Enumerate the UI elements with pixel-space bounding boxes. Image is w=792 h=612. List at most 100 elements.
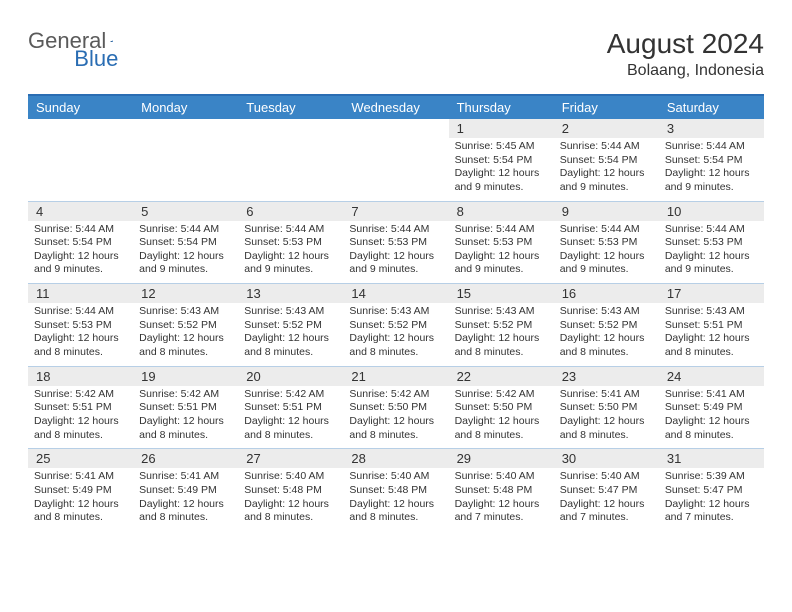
day-number-cell: 21 bbox=[343, 367, 448, 386]
day-info-cell: Sunrise: 5:44 AMSunset: 5:54 PMDaylight:… bbox=[659, 138, 764, 201]
sunrise-text: Sunrise: 5:44 AM bbox=[560, 223, 653, 237]
sunset-text: Sunset: 5:49 PM bbox=[665, 401, 758, 415]
sunset-text: Sunset: 5:51 PM bbox=[34, 401, 127, 415]
sunrise-text: Sunrise: 5:44 AM bbox=[34, 305, 127, 319]
daylight-text: Daylight: 12 hours and 9 minutes. bbox=[665, 167, 758, 194]
sunrise-text: Sunrise: 5:40 AM bbox=[455, 470, 548, 484]
daylight-text: Daylight: 12 hours and 9 minutes. bbox=[34, 250, 127, 277]
daylight-text: Daylight: 12 hours and 8 minutes. bbox=[349, 332, 442, 359]
daylight-text: Daylight: 12 hours and 8 minutes. bbox=[34, 498, 127, 525]
day-info-strip: Sunrise: 5:45 AMSunset: 5:54 PMDaylight:… bbox=[28, 138, 764, 201]
daylight-text: Daylight: 12 hours and 9 minutes. bbox=[139, 250, 232, 277]
day-info-cell: Sunrise: 5:40 AMSunset: 5:48 PMDaylight:… bbox=[343, 468, 448, 531]
sunset-text: Sunset: 5:51 PM bbox=[665, 319, 758, 333]
day-number-cell: 12 bbox=[133, 284, 238, 303]
day-number-cell: 1 bbox=[449, 119, 554, 138]
day-number-strip: 45678910 bbox=[28, 202, 764, 221]
day-number-cell bbox=[28, 119, 133, 138]
day-number-cell: 17 bbox=[659, 284, 764, 303]
day-info-cell: Sunrise: 5:43 AMSunset: 5:52 PMDaylight:… bbox=[238, 303, 343, 366]
day-number-cell: 20 bbox=[238, 367, 343, 386]
day-number-cell: 16 bbox=[554, 284, 659, 303]
day-info-cell: Sunrise: 5:44 AMSunset: 5:54 PMDaylight:… bbox=[133, 221, 238, 284]
sunset-text: Sunset: 5:52 PM bbox=[560, 319, 653, 333]
day-info-cell: Sunrise: 5:42 AMSunset: 5:50 PMDaylight:… bbox=[449, 386, 554, 449]
day-info-cell: Sunrise: 5:43 AMSunset: 5:52 PMDaylight:… bbox=[554, 303, 659, 366]
sunrise-text: Sunrise: 5:41 AM bbox=[560, 388, 653, 402]
day-number-cell: 2 bbox=[554, 119, 659, 138]
day-info-strip: Sunrise: 5:44 AMSunset: 5:54 PMDaylight:… bbox=[28, 221, 764, 284]
day-info-cell: Sunrise: 5:44 AMSunset: 5:53 PMDaylight:… bbox=[238, 221, 343, 284]
day-number-cell: 10 bbox=[659, 202, 764, 221]
sunset-text: Sunset: 5:48 PM bbox=[244, 484, 337, 498]
day-info-strip: Sunrise: 5:44 AMSunset: 5:53 PM Daylight:… bbox=[28, 303, 764, 366]
sunrise-text: Sunrise: 5:44 AM bbox=[665, 223, 758, 237]
daylight-text: Daylight: 12 hours and 7 minutes. bbox=[455, 498, 548, 525]
daylight-text: Daylight: 12 hours and 8 minutes. bbox=[455, 332, 548, 359]
title-block: August 2024 Bolaang, Indonesia bbox=[607, 28, 764, 80]
sunrise-text: Sunrise: 5:41 AM bbox=[139, 470, 232, 484]
day-info-cell: Sunrise: 5:39 AMSunset: 5:47 PMDaylight:… bbox=[659, 468, 764, 531]
daylight-text: Daylight: 12 hours and 8 minutes. bbox=[349, 498, 442, 525]
sunrise-text: Sunrise: 5:42 AM bbox=[34, 388, 127, 402]
sunrise-text: Sunrise: 5:44 AM bbox=[560, 140, 653, 154]
day-info-strip: Sunrise: 5:42 AMSunset: 5:51 PMDaylight:… bbox=[28, 386, 764, 449]
sunrise-text: Sunrise: 5:42 AM bbox=[349, 388, 442, 402]
day-info-cell: Sunrise: 5:44 AMSunset: 5:54 PMDaylight:… bbox=[554, 138, 659, 201]
sunset-text: Sunset: 5:53 PM bbox=[34, 319, 127, 333]
brand-part2: Blue bbox=[74, 46, 118, 72]
day-info-cell bbox=[28, 138, 133, 201]
day-info-cell bbox=[238, 138, 343, 201]
day-info-cell: Sunrise: 5:40 AMSunset: 5:48 PMDaylight:… bbox=[449, 468, 554, 531]
location-label: Bolaang, Indonesia bbox=[607, 62, 764, 80]
sunrise-text: Sunrise: 5:44 AM bbox=[244, 223, 337, 237]
weeks-container: 1 23 Sunrise: 5:45 AMSunset: 5:54 PMDaylig… bbox=[28, 119, 764, 531]
day-number-cell: 4 bbox=[28, 202, 133, 221]
day-number-cell: 29 bbox=[449, 449, 554, 468]
sunrise-text: Sunrise: 5:43 AM bbox=[349, 305, 442, 319]
sunset-text: Sunset: 5:54 PM bbox=[665, 154, 758, 168]
sunset-text: Sunset: 5:50 PM bbox=[455, 401, 548, 415]
day-info-cell: Sunrise: 5:43 AMSunset: 5:52 PMDaylight:… bbox=[133, 303, 238, 366]
dow-saturday: Saturday bbox=[659, 96, 764, 119]
dow-wednesday: Wednesday bbox=[343, 96, 448, 119]
sunset-text: Sunset: 5:54 PM bbox=[139, 236, 232, 250]
calendar-page: General Blue August 2024 Bolaang, Indone… bbox=[0, 0, 792, 531]
dow-thursday: Thursday bbox=[449, 96, 554, 119]
sunrise-text: Sunrise: 5:41 AM bbox=[665, 388, 758, 402]
daylight-text: Daylight: 12 hours and 9 minutes. bbox=[349, 250, 442, 277]
daylight-text: Daylight: 12 hours and 8 minutes. bbox=[139, 498, 232, 525]
sunrise-text: Sunrise: 5:40 AM bbox=[244, 470, 337, 484]
day-number-cell: 8 bbox=[449, 202, 554, 221]
calendar-grid: Sunday Monday Tuesday Wednesday Thursday… bbox=[28, 94, 764, 531]
sunset-text: Sunset: 5:53 PM bbox=[665, 236, 758, 250]
daylight-text: Daylight: 12 hours and 7 minutes. bbox=[560, 498, 653, 525]
daylight-text: Daylight: 12 hours and 7 minutes. bbox=[665, 498, 758, 525]
daylight-text: Daylight: 12 hours and 8 minutes. bbox=[139, 332, 232, 359]
daylight-text: Daylight: 12 hours and 8 minutes. bbox=[665, 415, 758, 442]
day-number-cell: 7 bbox=[343, 202, 448, 221]
day-number-cell: 28 bbox=[343, 449, 448, 468]
dow-monday: Monday bbox=[133, 96, 238, 119]
day-number-strip: 11121314151617 bbox=[28, 284, 764, 303]
week-row: 25262728293031Sunrise: 5:41 AMSunset: 5:… bbox=[28, 448, 764, 531]
daylight-text: Daylight: 12 hours and 8 minutes. bbox=[139, 415, 232, 442]
day-number-cell bbox=[343, 119, 448, 138]
day-number-cell: 27 bbox=[238, 449, 343, 468]
day-info-cell: Sunrise: 5:43 AMSunset: 5:51 PMDaylight:… bbox=[659, 303, 764, 366]
sunrise-text: Sunrise: 5:42 AM bbox=[455, 388, 548, 402]
day-info-cell: Sunrise: 5:41 AMSunset: 5:49 PMDaylight:… bbox=[28, 468, 133, 531]
day-number-cell: 24 bbox=[659, 367, 764, 386]
daylight-text: Daylight: 12 hours and 8 minutes. bbox=[244, 415, 337, 442]
day-info-cell: Sunrise: 5:44 AMSunset: 5:54 PMDaylight:… bbox=[28, 221, 133, 284]
daylight-text: Daylight: 12 hours and 8 minutes. bbox=[244, 498, 337, 525]
daylight-text: Daylight: 12 hours and 8 minutes. bbox=[560, 415, 653, 442]
sunrise-text: Sunrise: 5:43 AM bbox=[139, 305, 232, 319]
sunset-text: Sunset: 5:54 PM bbox=[560, 154, 653, 168]
header: General Blue August 2024 Bolaang, Indone… bbox=[28, 28, 764, 80]
day-info-cell: Sunrise: 5:43 AMSunset: 5:52 PMDaylight:… bbox=[449, 303, 554, 366]
daylight-text: Daylight: 12 hours and 8 minutes. bbox=[34, 415, 127, 442]
day-number-cell: 23 bbox=[554, 367, 659, 386]
daylight-text: Daylight: 12 hours and 9 minutes. bbox=[244, 250, 337, 277]
week-row: 123Sunrise: 5:45 AMSunset: 5:54 PMDaylig… bbox=[28, 119, 764, 201]
